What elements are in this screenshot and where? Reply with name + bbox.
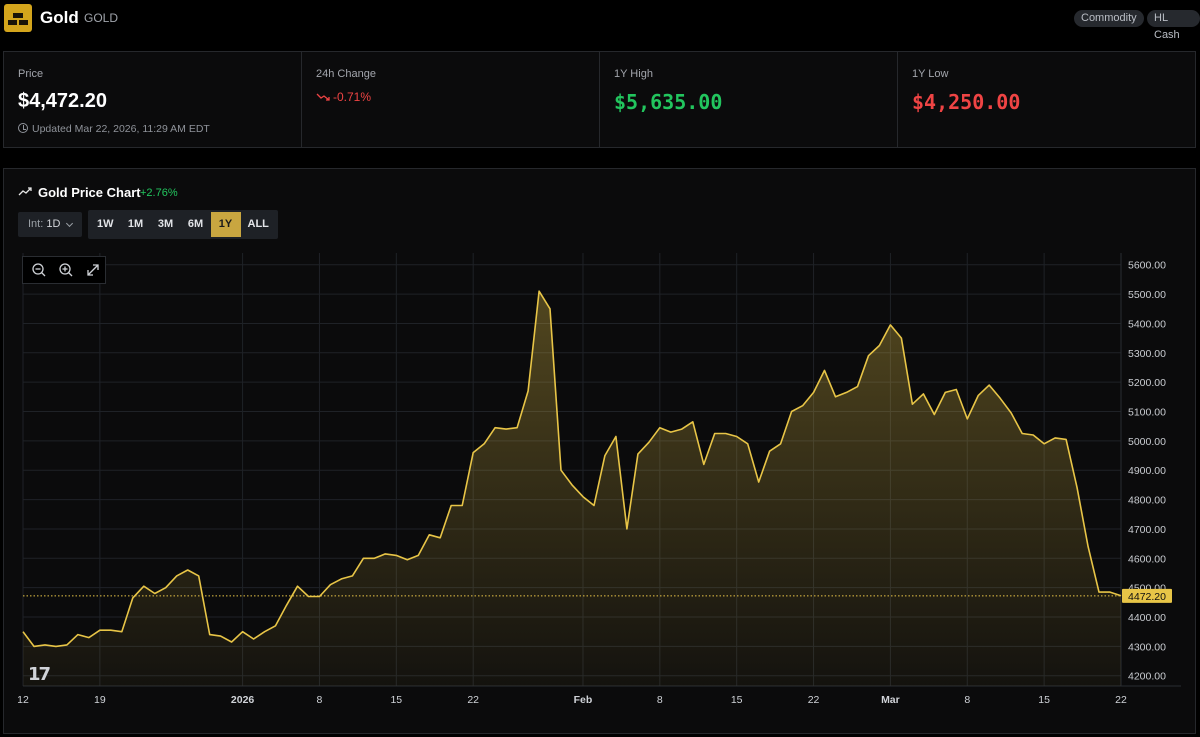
price-chart[interactable]: 4200.004300.004400.004500.004600.004700.… (18, 249, 1192, 733)
chart-title: Gold Price Chart (18, 185, 141, 200)
y-tick-label: 4700.00 (1128, 524, 1166, 536)
trend-down-icon (316, 93, 330, 101)
x-tick-label: 22 (808, 694, 820, 706)
range-button-3m[interactable]: 3M (157, 218, 174, 230)
stat-1y-low: 1Y Low $4,250.00 (898, 52, 1195, 147)
y-tick-label: 4900.00 (1128, 465, 1166, 477)
zoom-out-icon[interactable] (30, 261, 48, 279)
stat-1y-high: 1Y High $5,635.00 (600, 52, 898, 147)
x-tick-label: 8 (964, 694, 970, 706)
low-value: $4,250.00 (912, 90, 1021, 114)
x-tick-label: 12 (18, 694, 29, 706)
stat-24h-change: 24h Change -0.71% (302, 52, 600, 147)
interval-label: Int: (28, 218, 44, 230)
x-tick-label: 19 (94, 694, 106, 706)
x-tick-label: 2026 (231, 694, 255, 706)
x-tick-label: 8 (317, 694, 323, 706)
y-tick-label: 5400.00 (1128, 318, 1166, 330)
interval-select[interactable]: Int: 1D (18, 212, 82, 237)
stat-price: Price $4,472.20 Updated Mar 22, 2026, 11… (4, 52, 302, 147)
x-tick-label: Feb (574, 694, 593, 706)
y-tick-label: 5000.00 (1128, 436, 1166, 448)
y-tick-label: 5100.00 (1128, 407, 1166, 419)
range-selector: 1W 1M 3M 6M 1Y ALL (88, 210, 278, 239)
stats-row: Price $4,472.20 Updated Mar 22, 2026, 11… (3, 51, 1196, 148)
chart-pct-change: +2.76% (140, 187, 178, 199)
tradingview-logo: 17 (28, 664, 51, 685)
asset-ticker: GOLD (84, 11, 119, 25)
x-tick-label: 22 (467, 694, 479, 706)
trend-up-icon (18, 187, 32, 196)
x-tick-label: Mar (881, 694, 900, 706)
y-tick-label: 5300.00 (1128, 348, 1166, 360)
price-series-line (22, 290, 1122, 648)
price-value: $4,472.20 (18, 90, 107, 112)
last-price-label: 4472.20 (1128, 591, 1166, 603)
high-label: 1Y High (614, 68, 653, 80)
zoom-toolbar (22, 256, 106, 284)
tag-hl-cash[interactable]: HL Cash (1147, 10, 1200, 41)
x-tick-label: 15 (731, 694, 743, 706)
zoom-in-icon[interactable] (57, 261, 75, 279)
range-button-1m[interactable]: 1M (127, 218, 144, 230)
price-area (23, 291, 1121, 686)
y-tick-label: 4400.00 (1128, 612, 1166, 624)
x-tick-label: 15 (390, 694, 402, 706)
updated-text: Updated Mar 22, 2026, 11:29 AM EDT (32, 123, 210, 135)
y-tick-label: 5200.00 (1128, 377, 1166, 389)
gold-bars-icon (4, 4, 32, 32)
chart-title-text: Gold Price Chart (38, 185, 141, 200)
updated-timestamp: Updated Mar 22, 2026, 11:29 AM EDT (18, 122, 210, 135)
low-label: 1Y Low (912, 68, 949, 80)
clock-icon (18, 123, 28, 133)
change-value: -0.71% (333, 90, 372, 104)
high-value: $5,635.00 (614, 90, 723, 114)
asset-name: Gold (40, 8, 79, 27)
last-price-badge (1122, 588, 1172, 603)
y-tick-label: 4600.00 (1128, 553, 1166, 565)
range-button-6m[interactable]: 6M (187, 218, 204, 230)
chevron-down-icon (65, 219, 74, 228)
range-button-1y[interactable]: 1Y (210, 212, 241, 237)
y-tick-label: 5600.00 (1128, 260, 1166, 272)
range-button-all[interactable]: ALL (247, 218, 269, 230)
tag-commodity[interactable]: Commodity (1074, 10, 1144, 27)
top-bar: Gold GOLD Commodity HL Cash (0, 0, 1200, 41)
change-label: 24h Change (316, 68, 376, 80)
expand-icon[interactable] (84, 261, 102, 279)
chart-panel: Gold Price Chart +2.76% Int: 1D 1W 1M 3M… (3, 168, 1196, 734)
y-tick-label: 5500.00 (1128, 289, 1166, 301)
y-tick-label: 4300.00 (1128, 641, 1166, 653)
interval-value: 1D (46, 218, 61, 230)
range-button-1w[interactable]: 1W (97, 218, 114, 230)
y-tick-label: 4200.00 (1128, 671, 1166, 683)
y-tick-label: 4800.00 (1128, 495, 1166, 507)
x-tick-label: 8 (657, 694, 663, 706)
change-value-wrap: -0.71% (316, 90, 371, 104)
x-tick-label: 22 (1115, 694, 1127, 706)
price-label: Price (18, 68, 44, 80)
x-tick-label: 15 (1038, 694, 1050, 706)
